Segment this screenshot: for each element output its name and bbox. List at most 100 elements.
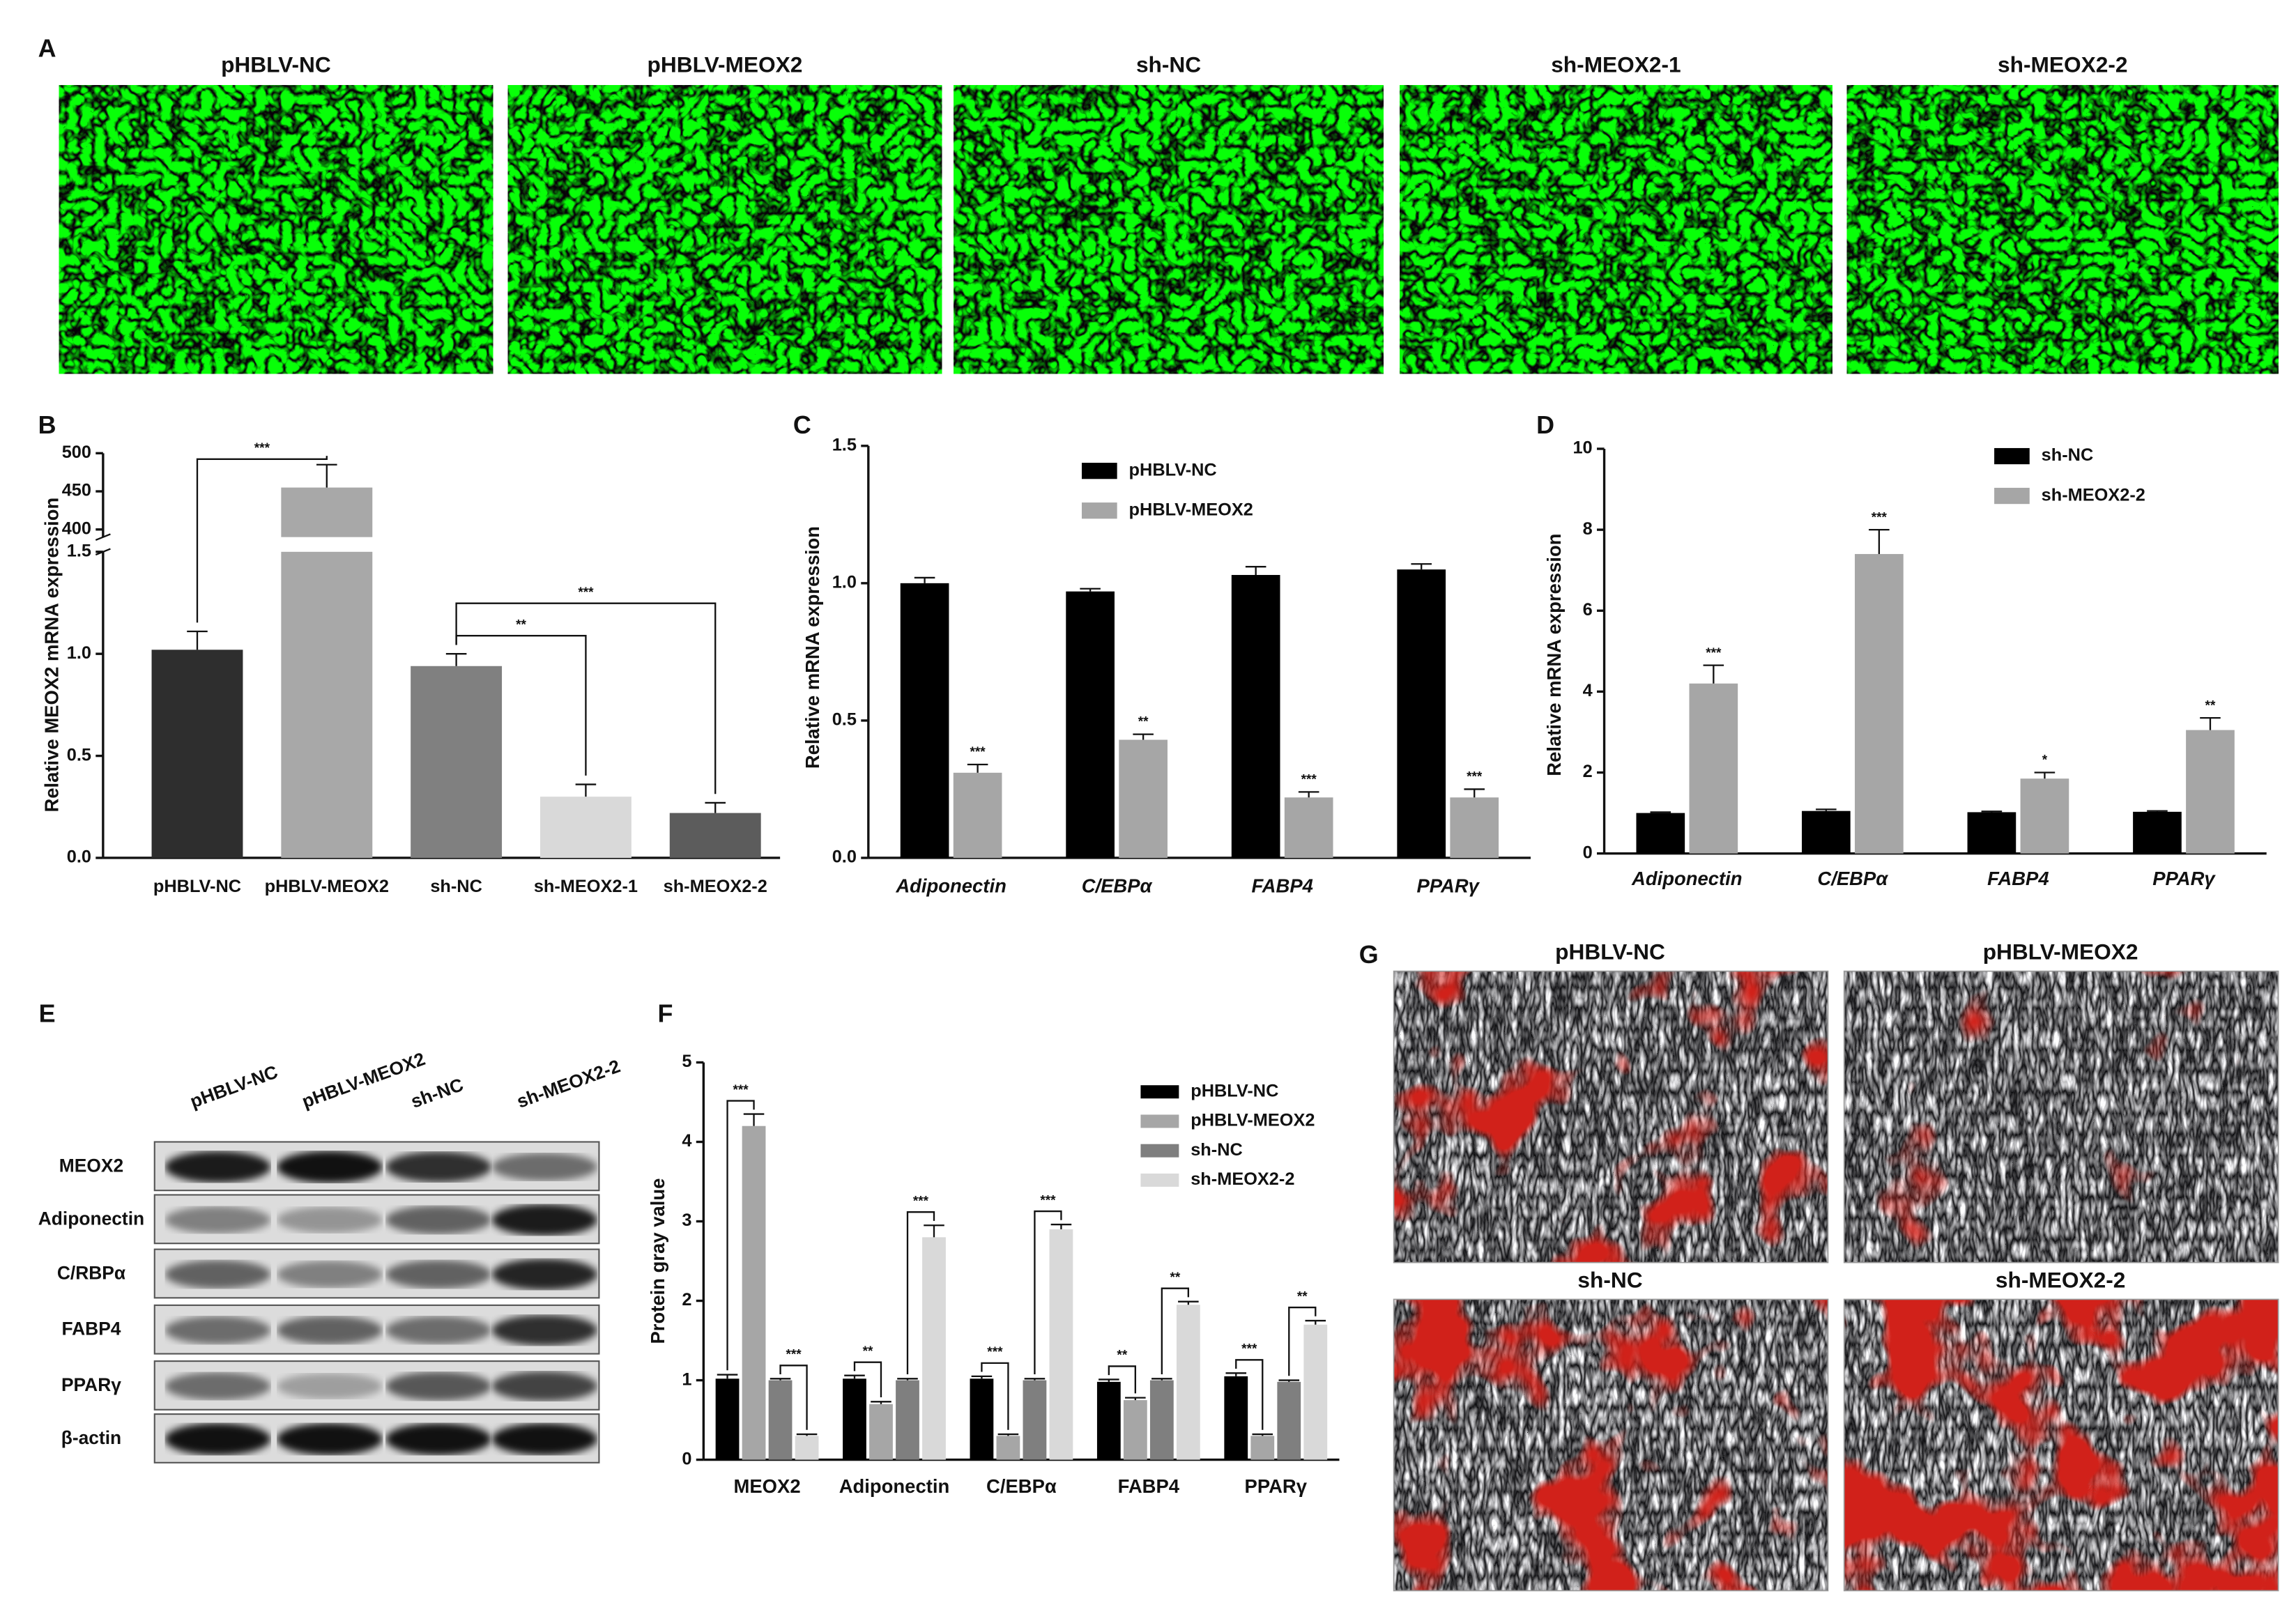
y-tick-label: 1.5 <box>67 541 91 560</box>
y-tick-label: 0.5 <box>67 745 91 765</box>
bar <box>2133 811 2182 854</box>
y-tick-label: 0 <box>682 1449 691 1468</box>
row-label: C/RBPα <box>57 1263 125 1284</box>
blot-band <box>385 1371 492 1401</box>
bar <box>1284 797 1333 858</box>
bar <box>922 1237 946 1460</box>
x-tick-label: FABP4 <box>1251 875 1312 896</box>
blot-band <box>164 1259 271 1289</box>
image-title: pHBLV-MEOX2 <box>648 52 803 77</box>
x-tick-label: sh-NC <box>430 877 482 896</box>
image-border <box>1393 1298 1829 1592</box>
significance-label: *** <box>1467 770 1483 785</box>
lipid-stain <box>1844 971 2279 1263</box>
significance-label: *** <box>1241 1342 1257 1357</box>
image-border <box>1393 970 1829 1263</box>
blot-band <box>164 1151 271 1183</box>
bar <box>996 1436 1020 1460</box>
blot-band <box>491 1153 598 1181</box>
blot-band <box>385 1259 492 1289</box>
row-label: β-actin <box>61 1427 121 1448</box>
significance-label: *** <box>578 585 594 600</box>
legend-label: pHBLV-NC <box>1129 460 1217 479</box>
blot-band <box>491 1422 598 1456</box>
lipid-stain <box>1393 1299 1828 1591</box>
y-tick-label: 4 <box>1583 681 1593 700</box>
blot-band <box>164 1316 271 1345</box>
panel-label: E <box>39 999 56 1027</box>
bar <box>768 1380 793 1460</box>
legend-swatch <box>1081 463 1117 479</box>
x-tick-label: pHBLV-NC <box>153 877 241 896</box>
row-label: PPARγ <box>61 1374 121 1395</box>
bar <box>1149 1380 1174 1460</box>
significance-bracket <box>196 456 328 623</box>
y-tick-label: 1.0 <box>67 643 91 663</box>
legend-swatch <box>1140 1144 1179 1158</box>
bar <box>669 813 761 858</box>
x-tick-label: PPARγ <box>2152 868 2216 889</box>
bar <box>1397 569 1446 858</box>
significance-label: *** <box>970 745 986 760</box>
fluorescence-texture <box>507 85 942 374</box>
image-title: pHBLV-NC <box>1555 939 1665 965</box>
lipid-stain <box>1393 971 1828 1263</box>
x-tick-label: PPARγ <box>1245 1475 1308 1497</box>
x-tick-label: FABP4 <box>1118 1475 1180 1497</box>
image-title: sh-NC <box>1577 1267 1642 1292</box>
y-axis-label: Relative mRNA expression <box>1543 534 1565 776</box>
bar <box>2186 730 2235 854</box>
blot-band <box>385 1205 492 1235</box>
y-tick-label: 3 <box>682 1211 691 1230</box>
axis-break <box>95 548 111 556</box>
image-title: pHBLV-MEOX2 <box>1983 939 2138 965</box>
bar <box>1176 1305 1200 1460</box>
y-tick-label: 8 <box>1583 519 1593 539</box>
row-label: Adiponectin <box>38 1208 144 1229</box>
significance-bracket <box>906 1211 935 1374</box>
significance-label: *** <box>1872 510 1888 525</box>
x-tick-label: MEOX2 <box>734 1475 801 1497</box>
bar <box>869 1404 893 1460</box>
bar <box>411 666 503 858</box>
legend-swatch <box>1081 502 1117 519</box>
significance-label: ** <box>516 617 526 632</box>
blot-band <box>277 1206 383 1234</box>
bar <box>896 1380 919 1460</box>
panel-label: A <box>38 34 56 62</box>
x-tick-label: Adiponectin <box>839 1475 950 1497</box>
bar <box>1689 683 1738 854</box>
significance-bracket <box>1288 1306 1317 1376</box>
bar <box>281 551 373 858</box>
y-tick-label: 0.0 <box>832 847 857 867</box>
y-axis-label: Protein gray value <box>647 1178 668 1344</box>
image-title: sh-MEOX2-1 <box>1551 52 1681 77</box>
significance-label: *** <box>1301 773 1317 788</box>
significance-label: *** <box>786 1348 802 1362</box>
legend-label: sh-MEOX2-2 <box>2042 485 2145 505</box>
bar <box>715 1378 740 1460</box>
image-title: sh-MEOX2-2 <box>1996 1267 2125 1292</box>
panel-label: F <box>657 999 673 1027</box>
bar <box>900 583 949 858</box>
fluorescence-texture <box>1846 85 2279 374</box>
image-border <box>1843 1298 2279 1592</box>
bar <box>1450 797 1499 858</box>
bar <box>1023 1380 1047 1460</box>
blot-band <box>385 1151 492 1183</box>
significance-bracket <box>853 1361 882 1398</box>
significance-bracket <box>1161 1287 1190 1374</box>
y-tick-label: 2 <box>1583 762 1593 781</box>
bar <box>281 487 373 537</box>
panel-label: B <box>38 411 56 439</box>
significance-label: *** <box>987 1345 1003 1360</box>
significance-label: *** <box>254 441 270 456</box>
legend-swatch <box>1140 1173 1179 1187</box>
lipid-stain <box>1844 1299 2279 1591</box>
bar <box>1119 739 1168 858</box>
y-tick-label: 4 <box>682 1131 691 1151</box>
legend-swatch <box>1994 487 2030 505</box>
y-tick-label: 1 <box>682 1369 691 1389</box>
significance-label: ** <box>2205 698 2216 713</box>
